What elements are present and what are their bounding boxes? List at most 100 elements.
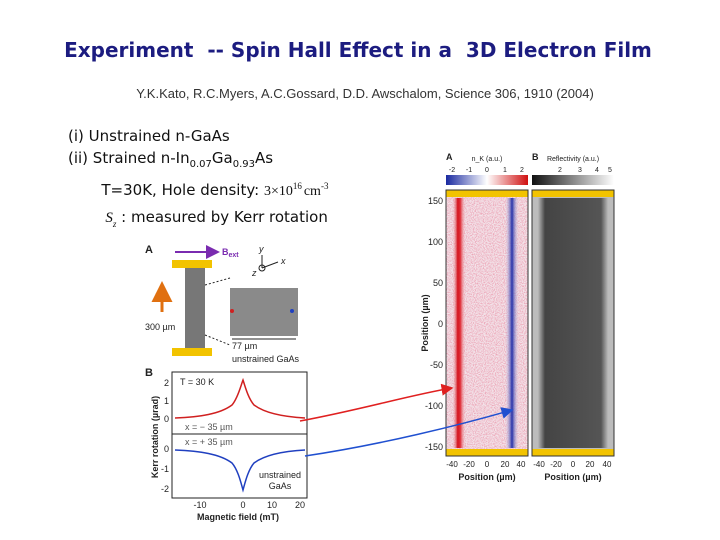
panel-label: A: [446, 152, 453, 162]
bullet: (ii) Strained n-In0.07Ga0.93As: [68, 149, 273, 170]
tick-label: 40: [517, 460, 526, 469]
right-figure: A B n_K (a.u.) Reflectivity (a.u.) -2 -1…: [420, 152, 615, 482]
superscript: -3: [321, 181, 329, 191]
colorbar: [532, 175, 614, 185]
plot-frame: [171, 371, 308, 435]
bullet: Sz : measured by Kerr rotation: [72, 208, 352, 229]
y-label: Kerr rotation (µrad): [150, 396, 160, 478]
text: T=30K, Hole density:: [100, 181, 264, 199]
curve: [174, 377, 306, 419]
bullets: (i) Unstrained n-GaAs (ii) Strained n-In…: [68, 127, 352, 229]
text: As: [255, 149, 273, 167]
tick-label: 2: [520, 167, 524, 174]
subscript: z: [112, 219, 117, 229]
curve: [174, 449, 306, 493]
plot-frame: [171, 433, 308, 499]
panel-label: B: [145, 367, 153, 379]
panel-label: B: [532, 152, 539, 162]
zoom-line: [204, 334, 231, 346]
frame: [445, 189, 529, 457]
tick-label: 20: [586, 460, 595, 469]
tick-label: -1: [466, 167, 472, 174]
colorbar-label: Reflectivity (a.u.): [547, 156, 599, 163]
tick-label: 20: [295, 500, 305, 510]
tick-label: -1: [161, 464, 169, 474]
tick-label: 1: [164, 396, 169, 406]
channel: [538, 198, 608, 448]
tick-label: 0: [571, 460, 576, 469]
tick-label: -50: [430, 360, 443, 370]
tick-label: -150: [425, 442, 443, 452]
contact: [446, 449, 528, 456]
sample-label: unstrained GaAs: [232, 354, 300, 364]
tick-label: -2: [449, 167, 455, 174]
tick-label: -10: [193, 500, 206, 510]
tick-label: 150: [428, 196, 443, 206]
blue-arrow: [304, 407, 514, 457]
contact: [532, 449, 614, 456]
tick-label: 0: [240, 500, 245, 510]
tick-label: 20: [501, 460, 510, 469]
superscript: 16: [293, 181, 303, 191]
y-label: Position (µm): [420, 294, 430, 351]
tick-label: -40: [533, 460, 545, 469]
axis-label: z: [251, 268, 257, 278]
colorbar-ticks: -2 -1 0 1 2 1 2 3 4 5: [449, 167, 612, 174]
tick-label: -40: [446, 460, 458, 469]
bullet: (i) Unstrained n-GaAs: [68, 127, 230, 145]
tick-label: 5: [608, 167, 612, 174]
zoom-line: [204, 277, 231, 286]
tick-label: 0: [438, 319, 443, 329]
x-label: Position (µm): [544, 472, 601, 482]
tick-label: -20: [463, 460, 475, 469]
tick-label: -100: [425, 401, 443, 411]
axis-label: y: [258, 244, 264, 254]
contact: [172, 348, 212, 356]
width-label: 300 µm: [145, 322, 175, 332]
title: Experiment -- Spin Hall Effect in a 3D E…: [64, 38, 652, 62]
y-ticks: 150 100 50 0 -50 -100 -150: [425, 196, 443, 452]
y-ticks: 2 1 0 0 -1 -2: [161, 378, 169, 494]
left-figure: A Bext E 300 µm 77 µm unstrained GaAs y …: [145, 244, 308, 522]
curve-label: x = + 35 µm: [185, 437, 233, 447]
contact: [532, 190, 614, 197]
subscript: 0.93: [233, 159, 255, 170]
text: : measured by Kerr rotation: [116, 208, 327, 226]
tick-label: 0: [485, 167, 489, 174]
contact: [446, 190, 528, 197]
tick-label: 4: [595, 167, 599, 174]
sample-label: unstrained: [259, 470, 301, 480]
citation: Y.K.Kato, R.C.Myers, A.C.Gossard, D.D. A…: [136, 86, 594, 101]
tick-label: 50: [433, 278, 443, 288]
text: Ga: [212, 149, 233, 167]
frame: [531, 189, 615, 457]
b-label: Bext: [222, 247, 239, 259]
tick-label: 40: [603, 460, 612, 469]
e-label: E: [155, 292, 161, 302]
x-ticks: -10 0 10 20: [193, 500, 305, 510]
spot: [230, 309, 234, 313]
panel-label: A: [145, 244, 153, 256]
curve-label: x = − 35 µm: [185, 422, 233, 432]
tick-label: 1: [538, 167, 542, 174]
length-label: 77 µm: [232, 341, 257, 351]
tick-label: 0: [485, 460, 490, 469]
x-label: Position (µm): [458, 472, 515, 482]
tick-label: 3: [578, 167, 582, 174]
tick-label: 2: [164, 378, 169, 388]
contact: [172, 260, 212, 268]
tick-label: 100: [428, 237, 443, 247]
axis: [258, 264, 266, 272]
tick-label: 0: [164, 414, 169, 424]
formula: 3×10: [264, 184, 293, 199]
b-sub: ext: [229, 252, 240, 259]
colorbar-label: n_K (a.u.): [472, 156, 503, 163]
axis-label: x: [280, 256, 286, 266]
red-stripe: [452, 198, 466, 448]
red-arrow: [299, 383, 454, 422]
sample-label: GaAs: [269, 481, 292, 491]
text: (ii) Strained n-In: [68, 149, 190, 167]
bullet: T=30K, Hole density: 3×1016 cm-3: [68, 175, 352, 199]
tick-label: -2: [161, 484, 169, 494]
